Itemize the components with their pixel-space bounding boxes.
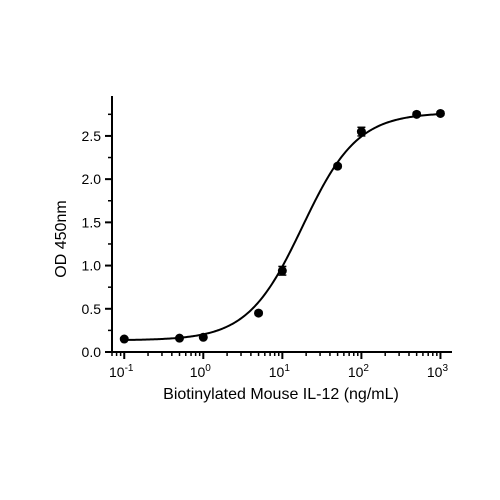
data-point bbox=[198, 332, 208, 342]
x-tick-exponent: 0 bbox=[205, 363, 211, 374]
data-point bbox=[277, 266, 287, 276]
data-point bbox=[333, 161, 343, 171]
data-point bbox=[356, 127, 366, 137]
x-tick-base: 10 bbox=[269, 364, 285, 380]
data-point bbox=[174, 333, 184, 343]
x-tick-base: 10 bbox=[427, 364, 443, 380]
x-axis: 10-1 100 101 102 103 bbox=[109, 351, 452, 380]
data-point bbox=[254, 308, 264, 318]
x-tick-label: 101 bbox=[269, 363, 291, 380]
x-axis-label: Biotinylated Mouse IL-12 (ng/mL) bbox=[163, 386, 399, 403]
y-tick-label: 1.5 bbox=[82, 214, 102, 230]
data-point bbox=[435, 108, 445, 118]
x-tick-exponent: 3 bbox=[442, 363, 448, 374]
x-tick-label: 100 bbox=[190, 363, 212, 380]
fit-curve bbox=[124, 113, 441, 341]
y-tick-label: 1.0 bbox=[82, 258, 102, 274]
y-axis-label: OD 450nm bbox=[53, 200, 70, 277]
x-tick-base: 10 bbox=[190, 364, 206, 380]
data-point bbox=[412, 109, 422, 119]
x-tick-label: 103 bbox=[427, 363, 449, 380]
y-tick-label: 2.0 bbox=[82, 171, 102, 187]
y-tick-label: 0.5 bbox=[82, 301, 102, 317]
x-tick-exponent: 2 bbox=[363, 363, 369, 374]
x-tick-label: 10-1 bbox=[109, 363, 134, 380]
data-points bbox=[119, 108, 445, 344]
y-tick-label: 0.0 bbox=[82, 344, 102, 360]
x-tick-label: 102 bbox=[348, 363, 370, 380]
x-tick-exponent: -1 bbox=[125, 363, 134, 374]
data-point bbox=[119, 334, 129, 344]
y-tick-label: 2.5 bbox=[82, 128, 102, 144]
x-tick-base: 10 bbox=[109, 364, 125, 380]
plot-area bbox=[119, 108, 445, 344]
y-axis: 0.0 0.5 1.0 1.5 2.0 2.5 bbox=[82, 96, 113, 360]
x-tick-exponent: 1 bbox=[284, 363, 290, 374]
x-tick-base: 10 bbox=[348, 364, 364, 380]
